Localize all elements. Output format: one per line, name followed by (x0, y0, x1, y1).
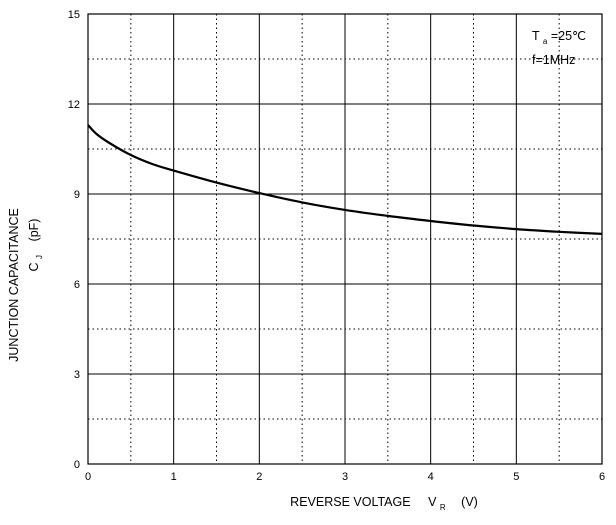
grid (88, 14, 602, 464)
y-tick-label: 15 (68, 9, 80, 21)
x-axis-subscript: R (440, 503, 446, 512)
x-axis-unit: (V) (461, 495, 478, 509)
y-tick-label: 12 (68, 99, 80, 111)
temp-value: =25℃ (551, 29, 586, 43)
x-tick-label: 4 (428, 471, 434, 483)
temperature-annotation: T a =25℃ (532, 29, 586, 47)
x-axis-symbol: V (428, 495, 437, 509)
y-tick-labels: 0 3 6 9 12 15 (68, 9, 80, 471)
y-tick-label: 0 (74, 459, 80, 471)
temp-symbol: T (532, 29, 540, 43)
x-tick-label: 5 (513, 471, 519, 483)
x-axis-title: REVERSE VOLTAGE (290, 495, 410, 509)
x-tick-label: 1 (171, 471, 177, 483)
y-axis-label-line2: C J (pF) (27, 219, 45, 272)
y-tick-label: 9 (74, 189, 80, 201)
x-tick-label: 2 (256, 471, 262, 483)
frequency-annotation: f=1MHz (532, 53, 575, 67)
temp-subscript: a (543, 37, 548, 46)
y-tick-label: 3 (74, 369, 80, 381)
x-axis-label: REVERSE VOLTAGE V R (V) (290, 495, 478, 513)
x-tick-label: 0 (85, 471, 91, 483)
y-tick-label: 6 (74, 279, 80, 291)
x-tick-label: 3 (342, 471, 348, 483)
capacitance-curve (87, 124, 603, 235)
y-axis-symbol: C (27, 262, 41, 271)
y-axis-label-line1: JUNCTION CAPACITANCE (7, 208, 21, 362)
y-axis-subscript: J (35, 255, 44, 259)
y-axis-unit: (pF) (27, 219, 41, 242)
x-tick-labels: 0 1 2 3 4 5 6 (85, 471, 605, 483)
x-tick-label: 6 (599, 471, 605, 483)
plot-frame (87, 13, 603, 465)
